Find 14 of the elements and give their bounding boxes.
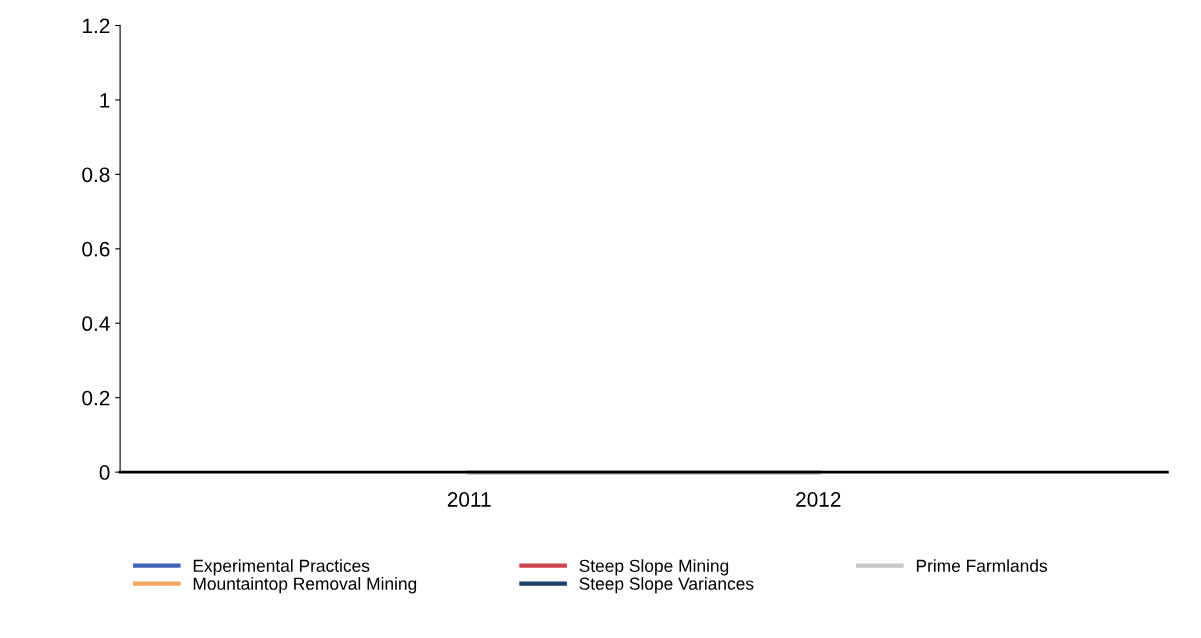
y-tick-label: 0.8 [82,167,110,183]
x-tick-label: 2012 [796,492,841,507]
y-tick-label: 0.6 [82,241,110,257]
y-tick-label: 0.4 [82,316,110,332]
legend-label: Mountaintop Removal Mining [193,577,417,594]
legend-label: Experimental Practices [193,559,370,576]
legend-label: Prime Farmlands [916,559,1048,572]
y-tick-label: 1 [100,93,110,108]
x-tick-label: 2011 [447,492,491,507]
y-tick-label: 0 [99,465,110,480]
y-tick-label: 0.2 [82,390,110,406]
y-tick-label: 1.2 [83,18,110,34]
legend-label: Steep Slope Variances [579,577,754,594]
legend-label: Steep Slope Mining [579,559,729,576]
